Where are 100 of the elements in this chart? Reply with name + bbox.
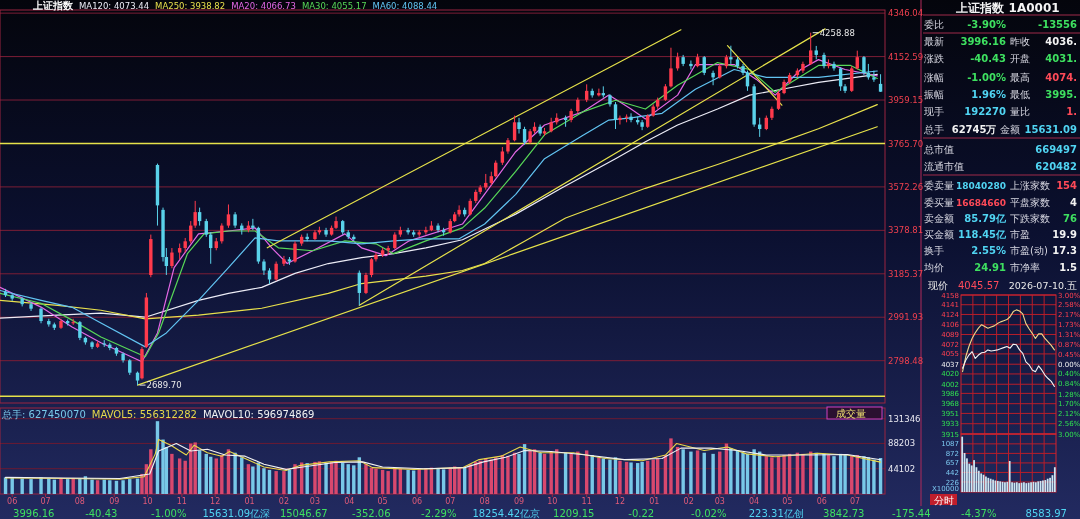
text: 620482 [1035,161,1078,172]
text: 3842.73 [823,508,865,519]
x-tick-label: 06 [411,496,423,506]
text: MA60: 4088.44 [372,0,438,11]
text: MA250: 3938.82 [155,0,226,11]
text: -40.43 [85,508,118,519]
text: 15046.67 [279,508,328,519]
y-tick-label: 44102 [888,463,916,474]
text: -4.37% [961,508,997,519]
text: 18254.42亿京 [472,508,541,519]
text: 18040280 [955,181,1006,191]
x-tick-label: 05 [782,496,793,506]
text: 换手 [924,245,944,256]
y-tick-label: 2798.48 [888,355,924,366]
x-tick-label: 12 [210,496,221,506]
text: 192270 [964,106,1007,117]
x-tick-label: 09 [109,496,120,506]
text: 3996.16 [960,36,1007,47]
text: -1.00% [151,508,187,519]
text: 涨跌 [924,53,944,64]
x-tick-label: 07 [849,496,861,506]
text: 金额 [1000,124,1021,135]
text: 分时 [933,494,954,506]
text: 现手 [924,106,944,117]
text: 1.5 [1059,262,1078,273]
x-tick-label: 06 [7,496,18,506]
annotation: 4258.88 [819,27,855,38]
text: 流通市值 [924,161,964,172]
text: MA120: 4073.44 [79,0,150,11]
x-tick-label: 05 [377,496,388,506]
text: 最新 [924,36,944,47]
text: -40.43 [970,53,1007,64]
x-tick-label: 01 [649,496,660,506]
y-tick-label: 2991.93 [888,312,924,323]
text: 买金额 [924,229,954,240]
text: 委比 [924,19,944,30]
text: 上涨家数 [1010,180,1050,191]
x-tick-label: 10 [547,496,558,506]
text: 4045.57 [958,280,1000,291]
x-tick-label: 07 [445,496,456,506]
x-tick-label: 07 [40,496,51,506]
text: 市盈(动) [1010,245,1048,256]
text: 市盈 [1010,229,1030,240]
text: 总手 [923,124,944,135]
y-tick-label: 3765.70 [888,138,924,149]
text: 118.45亿 [957,229,1007,240]
text: 2026-07-10.五 [1008,280,1077,291]
x-tick-label: 04 [344,496,355,506]
x-tick-label: 02 [683,496,694,506]
x-tick-label: 10 [142,496,153,506]
y-tick-label: 3572.26 [888,181,924,192]
text: 62745万 [951,124,997,135]
text: 委买量 [924,197,954,208]
x-tick-label: 04 [749,496,760,506]
y-tick-label: 3959.15 [888,95,924,106]
text: 开盘 [1010,53,1030,64]
text: 76 [1063,213,1078,224]
text: 量比 [1010,106,1030,117]
text: MAVOL5: 556312282 [91,408,197,420]
x-tick-label: 12 [614,496,626,506]
text: -0.02% [691,508,727,519]
text: -352.06 [351,508,391,519]
text: 4 [1070,197,1078,208]
y-tick-label: 4152.59 [888,51,924,62]
text: 1209.15 [553,508,595,519]
text: 3996.16 [13,508,55,519]
text: -0.22 [628,508,655,519]
text: 223.31亿创 [748,508,804,519]
text: 19.9 [1052,229,1078,240]
y-tick-label: 3185.37 [888,268,924,279]
text: -13556 [1038,19,1078,30]
x-tick-label: 09 [513,496,525,506]
text: 市净率 [1010,262,1040,273]
x-tick-label: 03 [714,496,725,506]
annotation: 2689.70 [146,380,182,391]
x-tick-label: 08 [74,496,85,506]
text: 4036. [1045,36,1077,47]
text: 1.96% [971,89,1006,100]
text: 最高 [1010,72,1030,83]
text: 154 [1056,180,1078,191]
text: 最低 [1010,89,1030,100]
chart-title: 上证指数 [32,0,74,11]
text: 4031. [1045,53,1077,64]
x-tick-label: 02 [278,496,289,506]
text: 1. [1066,106,1077,117]
x-tick-label: 11 [176,496,187,506]
text: 现价 [928,280,948,291]
x-tick-label: 01 [244,496,255,506]
y-tick-label: 131346 [888,413,921,424]
x-tick-label: 03 [309,496,321,506]
y-tick-label: 88203 [888,438,916,449]
text: -1.00% [967,72,1006,83]
text: 总手: 627450070 [1,408,86,420]
text: 平盘家数 [1010,197,1050,208]
text: MA20: 4066.73 [231,0,296,11]
x-tick-label: 06 [816,496,827,506]
text: -3.90% [967,19,1006,30]
text: 15631.09亿深 [202,508,271,519]
text: 8583.97 [1025,508,1067,519]
text: 2.55% [971,245,1006,256]
